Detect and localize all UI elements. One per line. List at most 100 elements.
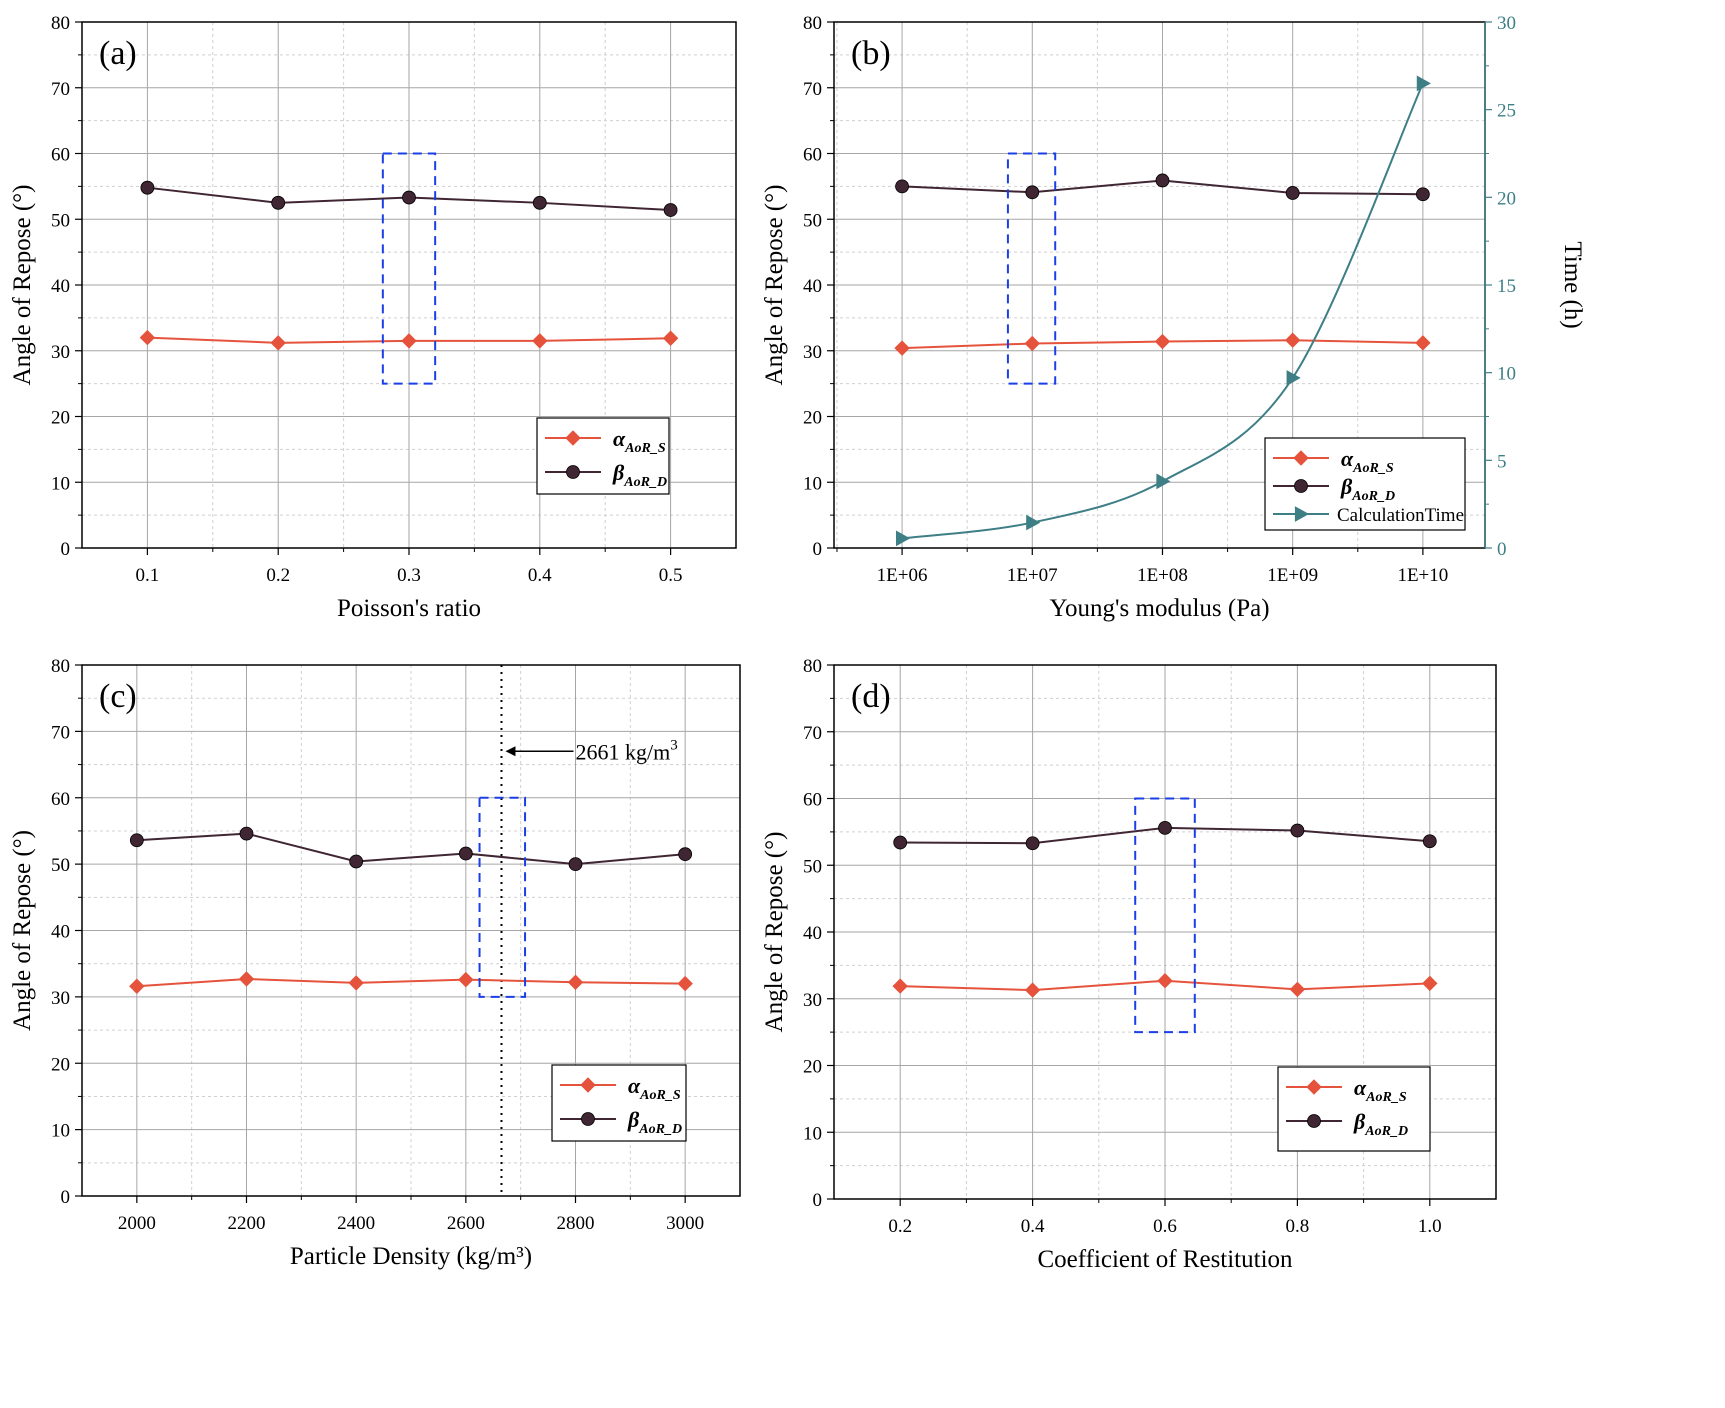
legend-label-sub: AoR_S (639, 1088, 681, 1103)
y-tick-label: 10 (51, 1121, 70, 1142)
legend: αAoR_S βAoR_D (536, 417, 670, 495)
y-tick-label: 40 (51, 276, 70, 297)
series-line-alpha (136, 977, 686, 988)
x-axis-label: Young's modulus (Pa) (1049, 595, 1269, 622)
data-point-alpha (238, 971, 255, 987)
data-point-alpha (532, 333, 548, 349)
legend-label-sub: AoR_D (638, 1122, 682, 1137)
data-point-alpha (139, 329, 156, 346)
data-point-beta (893, 835, 908, 850)
y-tick-label: 80 (51, 13, 70, 34)
chart-panel-a: 0 10 20 30 40 50 60 70 80 0.1 0.2 0.3 0.4 0.5 Poisson'… (9, 13, 737, 622)
data-point-alpha (401, 333, 417, 349)
highlight-box (478, 796, 527, 998)
y-tick-label: 60 (51, 789, 70, 810)
series-beta (893, 820, 1437, 851)
legend-label-alpha: αAoR_S (628, 1073, 681, 1103)
data-point-beta (271, 195, 286, 210)
y-tick-label: 0 (61, 539, 71, 560)
data-point-alpha (892, 978, 908, 994)
data-point-time (1026, 514, 1041, 531)
legend: αAoR_S βAoR_D (1277, 1066, 1431, 1152)
y-tick-label: 30 (803, 990, 822, 1011)
y-tick-label: 10 (803, 1123, 822, 1144)
x-tick-label: 2800 (557, 1213, 595, 1234)
data-point-alpha (348, 975, 364, 991)
series-beta (129, 826, 693, 872)
legend-label-alpha: αAoR_S (1341, 446, 1394, 476)
x-tick-label: 1E+09 (1267, 565, 1318, 586)
y-tick-label: 40 (803, 923, 822, 944)
data-point-beta (663, 203, 678, 217)
data-point-alpha (1024, 335, 1040, 352)
data-point-beta (895, 179, 909, 194)
reference-label-text: 2661 kg/m (575, 739, 670, 764)
y2-tick-label: 30 (1497, 13, 1516, 34)
legend-marker-beta (581, 1112, 595, 1126)
y-tick-label: 50 (51, 210, 70, 231)
data-point-alpha (458, 971, 474, 988)
data-point-alpha (1289, 981, 1306, 998)
data-point-beta (568, 857, 583, 872)
y2-tick-label: 10 (1497, 364, 1516, 385)
y-tick-label: 70 (803, 723, 822, 744)
y2-tick-label: 25 (1497, 101, 1516, 122)
legend-marker-alpha (1293, 450, 1309, 466)
legend-label-main: α (1354, 1075, 1367, 1100)
reference-label-sup: 3 (670, 737, 678, 753)
reference-arrowhead (505, 746, 516, 757)
reference-label: 2661 kg/m3 (575, 737, 677, 764)
panel-label: (a) (99, 35, 137, 72)
y-tick-label: 80 (51, 656, 70, 677)
x-tick-label: 0.8 (1286, 1216, 1310, 1237)
x-tick-label: 0.2 (888, 1216, 912, 1237)
y-tick-label: 20 (803, 1057, 822, 1078)
data-point-beta (1025, 185, 1040, 200)
legend-label-sub: AoR_D (1351, 489, 1395, 504)
x-axis-label: Coefficient of Restitution (1037, 1246, 1293, 1273)
data-point-time (895, 530, 911, 547)
highlight-box (1134, 797, 1196, 1034)
data-point-beta (140, 180, 155, 195)
y-axis-label: Angle of Repose (°) (761, 185, 788, 386)
highlight-box (1006, 152, 1057, 385)
legend-marker-beta (1294, 479, 1308, 493)
series-line-beta (136, 832, 686, 866)
y-axis-label: Angle of Repose (°) (9, 830, 36, 1031)
chart-panel-b: 0 10 20 30 40 50 60 70 80 0 5 10 15 20 25 30 Time (h) 1E+… (761, 13, 1586, 622)
y-tick-label: 10 (51, 473, 70, 494)
y-tick-label: 80 (803, 13, 822, 34)
legend-label-sub: AoR_S (1352, 461, 1394, 476)
y-tick-label: 50 (803, 210, 822, 231)
data-point-beta (458, 846, 473, 861)
x-tick-label: 0.1 (136, 565, 160, 586)
y-tick-label: 20 (51, 408, 70, 429)
x-tick-label: 1E+10 (1397, 565, 1448, 586)
chart-panel-d: 0 10 20 30 40 50 60 70 80 0.2 0.4 0.6 0.8 1.0 Coeffici… (761, 656, 1497, 1273)
x-axis-label: Particle Density (kg/m³) (290, 1243, 532, 1270)
x-tick-label: 2000 (118, 1213, 156, 1234)
y-tick-label: 30 (51, 342, 70, 363)
y-tick-label: 60 (803, 790, 822, 811)
y-tick-label: 30 (803, 342, 822, 363)
y-tick-label: 0 (61, 1187, 71, 1208)
series-beta (140, 180, 678, 217)
x-tick-label: 0.6 (1153, 1216, 1177, 1237)
data-point-alpha (270, 335, 286, 351)
legend-box (1277, 1066, 1431, 1152)
data-point-alpha (1415, 335, 1431, 351)
data-point-beta (1285, 186, 1300, 200)
data-point-alpha (1284, 332, 1301, 348)
legend-label-main: α (613, 426, 626, 451)
y-tick-label: 50 (803, 856, 822, 877)
y-tick-label: 70 (51, 79, 70, 100)
legend-label-main: β (1353, 1109, 1366, 1134)
legend-marker-alpha (565, 430, 581, 446)
legend: αAoR_S βAoR_D (551, 1064, 687, 1142)
legend-label-beta: βAoR_D (612, 460, 667, 490)
legend-label-alpha: αAoR_S (613, 426, 666, 456)
y-tick-label: 30 (51, 988, 70, 1009)
legend-label-sub: AoR_S (1365, 1090, 1407, 1105)
